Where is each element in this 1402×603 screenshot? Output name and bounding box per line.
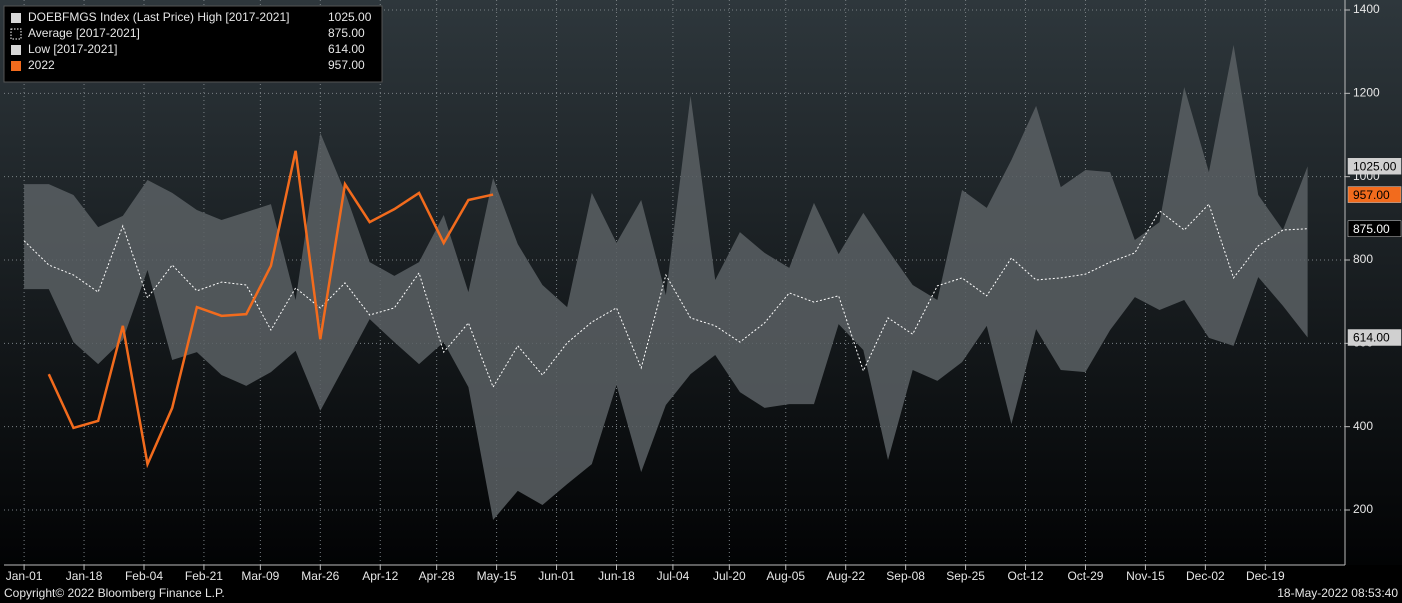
legend-swatch <box>11 61 21 71</box>
x-tick-label: Dec-19 <box>1246 569 1285 583</box>
last-value-badge <box>1347 186 1402 203</box>
legend-label: 2022 <box>28 58 55 72</box>
x-tick-label: Mar-09 <box>241 569 279 583</box>
x-tick-label: Jul-20 <box>713 569 746 583</box>
legend-value: 957.00 <box>328 58 365 72</box>
last-value-label: 1025.00 <box>1353 159 1397 173</box>
y-tick-label: 400 <box>1353 419 1373 433</box>
legend-swatch <box>11 13 21 23</box>
last-value-badge <box>1347 158 1402 175</box>
x-tick-label: Jun-01 <box>538 569 575 583</box>
x-tick-label: Feb-04 <box>125 569 163 583</box>
timestamp: 18-May-2022 08:53:40 <box>1277 586 1398 600</box>
x-tick-label: Sep-25 <box>946 569 985 583</box>
x-tick-label: Feb-21 <box>185 569 223 583</box>
legend-label: Low [2017-2021] <box>28 42 117 56</box>
series-line <box>47 150 494 469</box>
x-tick-label: Jul-04 <box>657 569 690 583</box>
x-tick-label: Aug-22 <box>826 569 865 583</box>
legend-label: DOEBFMGS Index (Last Price) High [2017-2… <box>28 10 289 24</box>
x-tick-label: Apr-28 <box>419 569 455 583</box>
x-tick-label: May-15 <box>477 569 517 583</box>
band-area <box>24 45 1308 520</box>
last-value-label: 614.00 <box>1353 331 1390 345</box>
y-tick-label: 1200 <box>1353 86 1380 100</box>
legend-value: 614.00 <box>328 42 365 56</box>
legend-value: 1025.00 <box>328 10 372 24</box>
last-value-badge <box>1347 220 1402 237</box>
x-tick-label: Sep-08 <box>886 569 925 583</box>
x-tick-label: Nov-15 <box>1126 569 1165 583</box>
x-tick-label: Oct-29 <box>1067 569 1103 583</box>
last-value-label: 957.00 <box>1353 188 1390 202</box>
legend-label: Average [2017-2021] <box>28 26 140 40</box>
x-tick-label: Aug-05 <box>766 569 805 583</box>
x-tick-label: Mar-26 <box>301 569 339 583</box>
x-tick-label: Jun-18 <box>598 569 635 583</box>
last-value-badge <box>1347 329 1402 346</box>
x-tick-label: Jan-01 <box>6 569 43 583</box>
legend-swatch <box>10 28 22 40</box>
x-tick-label: Dec-02 <box>1186 569 1225 583</box>
copyright: Copyright© 2022 Bloomberg Finance L.P. <box>4 586 225 600</box>
legend: DOEBFMGS Index (Last Price) High [2017-2… <box>3 5 383 83</box>
y-tick-label: 1400 <box>1353 2 1380 16</box>
legend-swatch <box>11 45 21 55</box>
legend-value: 875.00 <box>328 26 365 40</box>
last-value-label: 875.00 <box>1353 222 1390 236</box>
x-tick-label: Oct-12 <box>1008 569 1044 583</box>
y-tick-label: 200 <box>1353 502 1373 516</box>
x-tick-label: Jan-18 <box>66 569 103 583</box>
axis-background <box>0 565 1402 603</box>
legend-box <box>3 5 383 83</box>
x-tick-label: Apr-12 <box>362 569 398 583</box>
average-line <box>23 203 1308 389</box>
y-tick-label: 800 <box>1353 252 1373 266</box>
